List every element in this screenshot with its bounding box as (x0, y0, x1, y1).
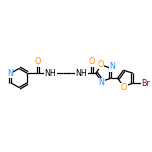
Text: O: O (34, 57, 40, 66)
Text: NH: NH (75, 69, 87, 78)
Text: O: O (121, 83, 127, 92)
Text: N: N (7, 69, 13, 78)
Text: O: O (88, 57, 94, 66)
Text: NH: NH (44, 69, 56, 78)
Text: O: O (97, 60, 104, 69)
Text: Br: Br (142, 79, 150, 88)
Text: N: N (109, 62, 115, 71)
Text: N: N (99, 78, 105, 87)
